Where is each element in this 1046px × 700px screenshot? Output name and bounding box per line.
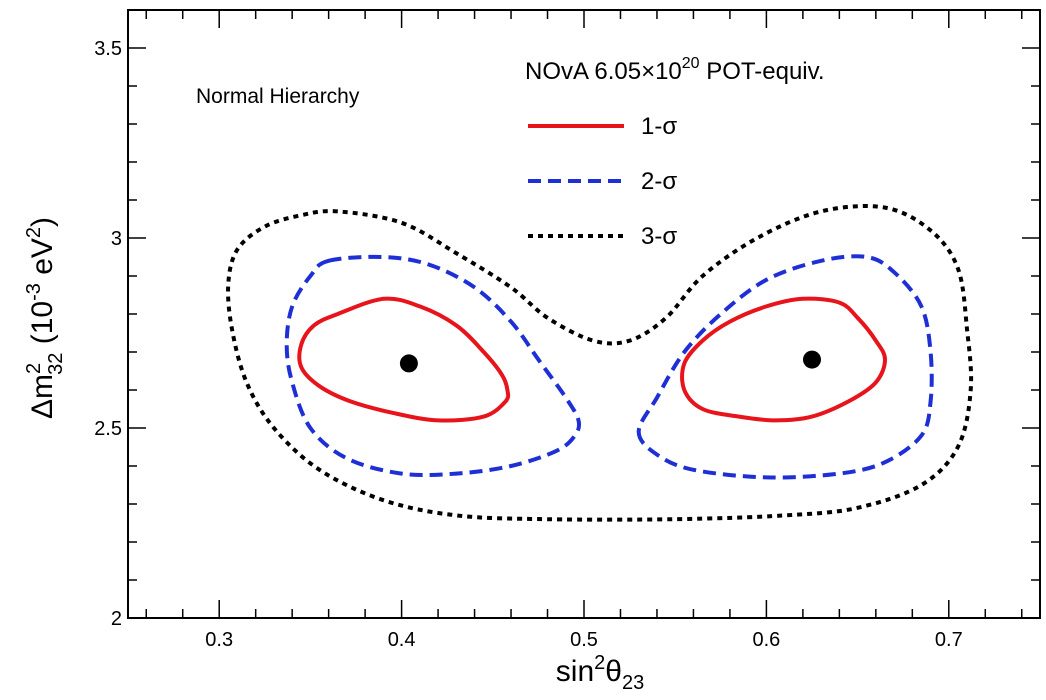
x-tick-label: 0.6 [752,629,780,651]
y-tick-label: 3 [111,228,122,250]
contour-layer [226,204,974,522]
x-tick-label: 0.7 [935,629,963,651]
y-axis-title: Δm232 (10-3 eV2) [23,217,67,419]
legend-label-3: 3-σ [641,223,677,250]
y-tick-label: 2.5 [94,418,122,440]
best-fit-points [399,350,821,373]
contour-2-sigma-2 [636,254,934,480]
contour-2-sigma-1 [284,254,582,478]
legend: 1-σ 2-σ 3-σ [528,113,677,250]
y-tick-label: 2 [111,608,122,630]
contour-1-sigma-1 [297,296,511,423]
x-tick-label: 0.3 [205,629,233,651]
best-fit-point-1 [399,354,418,373]
contour-1-sigma-2 [680,296,887,423]
contour-3-sigma-1 [226,204,974,522]
x-tick-label: 0.4 [388,629,416,651]
best-fit-point-2 [803,350,821,369]
legend-label-2: 2-σ [641,168,677,195]
x-axis-title: sin2θ23 [556,652,644,694]
y-tick-label: 3.5 [94,38,122,60]
header-text: NOvA 6.05×1020 POT-equiv. [525,55,825,85]
axis-ticks: 0.3 0.4 0.5 0.6 0.7 2 2.5 3 3.5 [94,10,1040,651]
legend-label-1: 1-σ [641,113,677,140]
hierarchy-annotation: Normal Hierarchy [196,85,360,108]
x-tick-label: 0.5 [570,629,598,651]
